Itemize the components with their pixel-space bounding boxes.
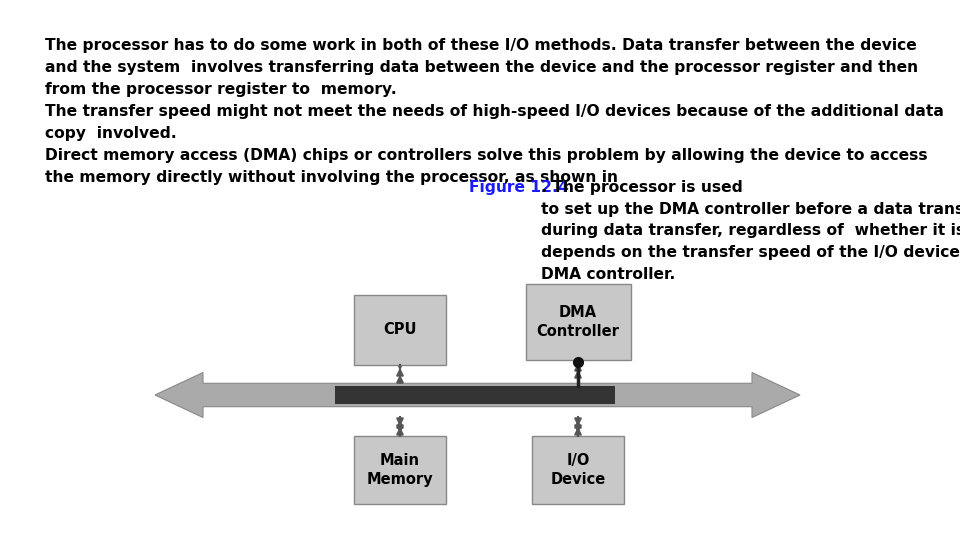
- Bar: [354, 295, 446, 365]
- Text: The processor has to do some work in both of these I/O methods. Data transfer be: The processor has to do some work in bot…: [45, 38, 944, 185]
- Polygon shape: [155, 373, 800, 417]
- Text: I/O
Device: I/O Device: [550, 453, 606, 487]
- Text: Main
Memory: Main Memory: [367, 453, 433, 487]
- Bar: [335, 386, 615, 404]
- Bar: [354, 436, 446, 504]
- Text: Figure 12.4: Figure 12.4: [468, 180, 568, 194]
- Text: DMA
Controller: DMA Controller: [537, 305, 619, 339]
- Bar: [532, 436, 624, 504]
- Text: CPU: CPU: [383, 322, 417, 338]
- Bar: [525, 284, 631, 360]
- Text: . The processor is used
to set up the DMA controller before a data transfer oper: . The processor is used to set up the DM…: [540, 180, 960, 282]
